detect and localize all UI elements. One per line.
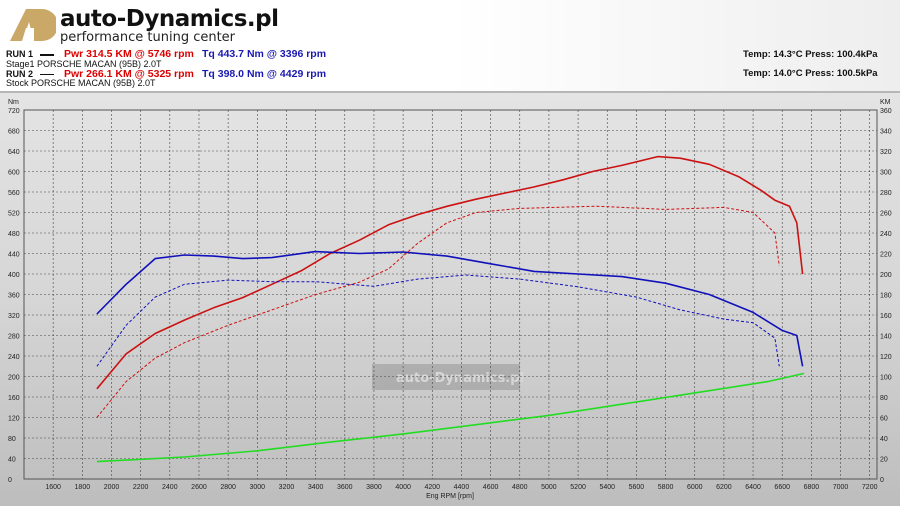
x-tick-label: 4200 <box>424 484 440 491</box>
x-tick-label: 2600 <box>191 484 207 491</box>
y-left-tick-label: 440 <box>8 252 20 259</box>
x-tick-label: 6400 <box>745 484 761 491</box>
x-tick-label: 5600 <box>629 484 645 491</box>
right-axis-unit: KM <box>880 99 891 106</box>
brand-tagline: performance tuning center <box>60 30 236 45</box>
run-2-torque-line <box>96 274 780 367</box>
y-left-tick-label: 280 <box>8 334 20 341</box>
run1-label: RUN 1 <box>6 49 34 59</box>
y-left-tick-label: 0 <box>8 477 12 484</box>
x-tick-label: 4800 <box>512 484 528 491</box>
x-tick-label: 2000 <box>104 484 120 491</box>
y-right-tick-label: 0 <box>880 477 884 484</box>
x-axis-label: Eng RPM [rpm] <box>426 493 474 500</box>
y-left-tick-label: 200 <box>8 375 20 382</box>
x-tick-label: 5200 <box>570 484 586 491</box>
x-tick-label: 5400 <box>599 484 615 491</box>
y-right-tick-label: 200 <box>880 272 892 279</box>
x-tick-label: 3600 <box>337 484 353 491</box>
logo-icon <box>10 9 56 41</box>
run2-power: Pwr 266.1 KM @ 5325 rpm <box>64 68 194 80</box>
run-2-power-line <box>96 205 780 418</box>
y-right-tick-label: 80 <box>880 395 888 402</box>
y-left-tick-label: 560 <box>8 190 20 197</box>
y-left-tick-label: 240 <box>8 354 20 361</box>
run2-label: RUN 2 <box>6 69 34 79</box>
y-left-tick-label: 680 <box>8 129 20 136</box>
x-tick-label: 2800 <box>220 484 236 491</box>
x-tick-label: 2400 <box>162 484 178 491</box>
run2-desc: Stock PORSCHE MACAN (95B) 2.0T <box>6 78 156 88</box>
y-right-tick-label: 120 <box>880 354 892 361</box>
y-left-tick-label: 360 <box>8 293 20 300</box>
run1-desc: Stage1 PORSCHE MACAN (95B) 2.0T <box>6 59 162 69</box>
y-left-tick-label: 600 <box>8 170 20 177</box>
y-right-tick-label: 280 <box>880 190 892 197</box>
y-right-tick-label: 40 <box>880 436 888 443</box>
x-tick-label: 4600 <box>483 484 499 491</box>
x-tick-label: 1600 <box>45 484 61 491</box>
left-axis-unit: Nm <box>8 99 19 106</box>
y-left-tick-label: 160 <box>8 395 20 402</box>
y-right-tick-label: 360 <box>880 108 892 115</box>
y-right-tick-label: 60 <box>880 416 888 423</box>
x-tick-label: 5000 <box>541 484 557 491</box>
header: auto-Dynamics.pl performance tuning cent… <box>0 0 900 92</box>
run-1-power-line <box>96 155 804 390</box>
run1-line-swatch <box>40 54 54 56</box>
y-right-tick-label: 220 <box>880 252 892 259</box>
x-tick-label: 3400 <box>308 484 324 491</box>
chart-background <box>0 91 900 506</box>
x-tick-label: 4000 <box>395 484 411 491</box>
y-left-tick-label: 80 <box>8 436 16 443</box>
y-right-tick-label: 340 <box>880 129 892 136</box>
x-tick-label: 3800 <box>366 484 382 491</box>
run-1-torque-line <box>96 250 804 367</box>
run2-env: Temp: 14.0°C Press: 100.5kPa <box>743 68 878 79</box>
y-right-tick-label: 300 <box>880 170 892 177</box>
y-right-tick-label: 100 <box>880 375 892 382</box>
run1-env: Temp: 14.3°C Press: 100.4kPa <box>743 49 878 60</box>
x-tick-label: 3200 <box>279 484 295 491</box>
y-left-tick-label: 320 <box>8 313 20 320</box>
run2-torque: Tq 398.0 Nm @ 4429 rpm <box>202 68 327 80</box>
y-left-tick-label: 720 <box>8 108 20 115</box>
x-tick-label: 6000 <box>687 484 703 491</box>
brand-name: auto-Dynamics.pl <box>60 6 279 32</box>
y-right-tick-label: 140 <box>880 334 892 341</box>
x-tick-label: 6800 <box>804 484 820 491</box>
y-left-tick-label: 640 <box>8 149 20 156</box>
x-tick-label: 2200 <box>133 484 149 491</box>
x-tick-label: 5800 <box>658 484 674 491</box>
y-left-tick-label: 40 <box>8 457 16 464</box>
watermark-logo: auto-Dynamics.pl <box>372 364 524 390</box>
x-tick-label: 4400 <box>454 484 470 491</box>
x-tick-label: 7000 <box>833 484 849 491</box>
y-right-tick-label: 320 <box>880 149 892 156</box>
x-tick-label: 6600 <box>774 484 790 491</box>
y-right-tick-label: 20 <box>880 457 888 464</box>
y-right-tick-label: 260 <box>880 211 892 218</box>
y-left-tick-label: 520 <box>8 211 20 218</box>
y-left-tick-label: 400 <box>8 272 20 279</box>
y-right-tick-label: 240 <box>880 231 892 238</box>
y-left-tick-label: 480 <box>8 231 20 238</box>
x-tick-label: 7200 <box>862 484 878 491</box>
svg-text:auto-Dynamics.pl: auto-Dynamics.pl <box>396 371 524 386</box>
x-tick-label: 3000 <box>250 484 266 491</box>
x-tick-label: 6200 <box>716 484 732 491</box>
dyno-chart: auto-Dynamics.pl 1600 1800 2000 2200 2400 260… <box>0 91 900 506</box>
run1-torque: Tq 443.7 Nm @ 3396 rpm <box>202 48 327 60</box>
x-tick-label: 1800 <box>75 484 91 491</box>
y-left-tick-label: 120 <box>8 416 20 423</box>
green-trace-line <box>96 372 805 463</box>
y-right-tick-label: 180 <box>880 293 892 300</box>
run1-power: Pwr 314.5 KM @ 5746 rpm <box>64 48 194 60</box>
y-right-tick-label: 160 <box>880 313 892 320</box>
run2-line-swatch <box>40 74 54 75</box>
